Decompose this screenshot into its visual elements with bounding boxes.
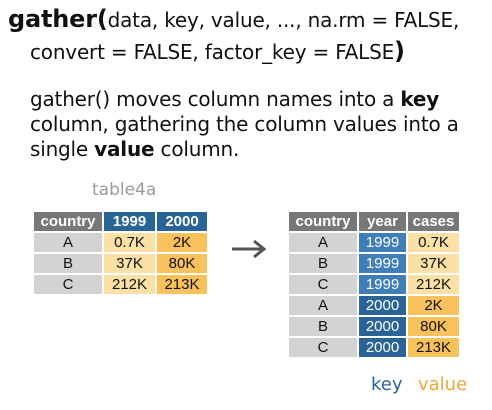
signature-args-line2: convert = FALSE, factor_key = FALSE [30,40,395,64]
result-header-year: year [359,212,406,231]
source-table-header-row: country 1999 2000 [34,212,207,231]
table-row: A 1999 0.7K [289,233,459,252]
result-cell-cases: 213K [408,338,459,357]
table-row: C 212K 213K [34,275,207,294]
result-cell-country: A [289,233,357,252]
source-table-name: table4a [92,180,157,200]
description-text-3: column. [154,137,240,161]
description-text-2: column, gathering the column values into… [30,112,459,161]
result-cell-cases: 0.7K [408,233,459,252]
source-cell-1999: 37K [104,254,155,273]
result-table: country year cases A 1999 0.7K B 1999 37… [287,210,461,359]
result-cell-cases: 80K [408,317,459,336]
result-cell-country: C [289,275,357,294]
source-cell-2000: 2K [157,233,207,252]
signature-close-paren: ) [394,37,405,65]
result-cell-year: 1999 [359,254,406,273]
description-value-term: value [94,137,155,161]
source-cell-country: A [34,233,102,252]
result-cell-year: 2000 [359,296,406,315]
table-row: A 0.7K 2K [34,233,207,252]
source-cell-country: C [34,275,102,294]
table-row: A 2000 2K [289,296,459,315]
source-cell-1999: 212K [104,275,155,294]
description: gather() moves column names into a key c… [30,87,488,162]
table-row: B 37K 80K [34,254,207,273]
table-row: B 1999 37K [289,254,459,273]
table-row: C 2000 213K [289,338,459,357]
table-row: B 2000 80K [289,317,459,336]
result-cell-year: 2000 [359,317,406,336]
description-text-1: gather() moves column names into a [30,87,401,111]
key-label: key [371,374,403,395]
source-cell-country: B [34,254,102,273]
result-cell-country: B [289,254,357,273]
source-cell-2000: 213K [157,275,207,294]
signature-args-line1: data, key, value, ..., na.rm = FALSE, [107,8,460,32]
source-cell-1999: 0.7K [104,233,155,252]
result-cell-year: 2000 [359,338,406,357]
result-cell-cases: 37K [408,254,459,273]
source-header-1999: 1999 [104,212,155,231]
result-cell-country: C [289,338,357,357]
result-table-header-row: country year cases [289,212,459,231]
source-table: country 1999 2000 A 0.7K 2K B 37K 80K C … [32,210,209,296]
description-key-term: key [400,87,440,111]
source-header-2000: 2000 [157,212,207,231]
result-header-cases: cases [408,212,459,231]
result-cell-country: B [289,317,357,336]
result-cell-cases: 212K [408,275,459,294]
result-header-country: country [289,212,357,231]
result-cell-country: A [289,296,357,315]
function-name: gather( [8,5,108,33]
right-arrow-icon [232,239,267,259]
result-cell-year: 1999 [359,233,406,252]
result-cell-year: 1999 [359,275,406,294]
source-header-country: country [34,212,102,231]
source-cell-2000: 80K [157,254,207,273]
function-signature: gather(data, key, value, ..., na.rm = FA… [8,4,486,68]
result-cell-cases: 2K [408,296,459,315]
table-row: C 1999 212K [289,275,459,294]
value-label: value [418,374,468,395]
